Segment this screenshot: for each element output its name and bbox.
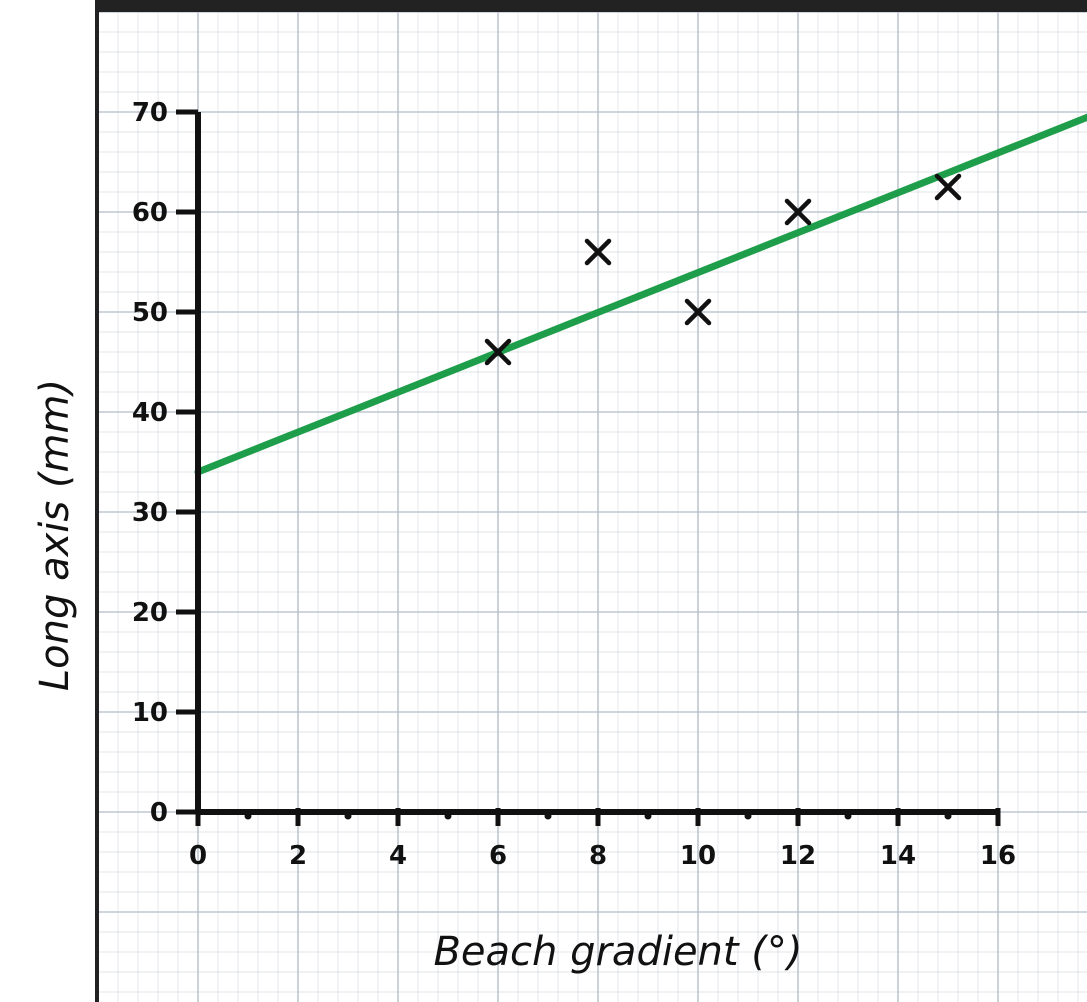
data-points [484,173,962,366]
x-minor-tick [844,812,852,820]
trendline [194,113,1087,476]
x-minor-tick [944,812,952,820]
y-tick-label: 0 [150,798,168,828]
data-point-marker [934,173,962,201]
x-tick-label: 16 [980,841,1016,871]
y-tick-label: 10 [132,698,168,728]
x-minor-tick [244,812,252,820]
y-tick-label: 60 [132,198,168,228]
y-tick-label: 40 [132,398,168,428]
x-tick-label: 12 [780,841,816,871]
paper-left-edge [95,0,99,1002]
x-tick-label: 0 [189,841,207,871]
data-point-stroke [784,198,812,226]
y-tick-label: 30 [132,498,168,528]
data-point-marker [784,198,812,226]
x-tick-label: 2 [289,841,307,871]
data-point-marker [684,298,712,326]
data-point-stroke [584,238,612,266]
x-minor-tick [544,812,552,820]
x-tick-label: 14 [880,841,916,871]
data-point-marker [484,338,512,366]
x-minor-tick [744,812,752,820]
x-minor-tick [344,812,352,820]
y-axis-ticks: 0 10 20 30 40 50 60 70 [132,98,198,828]
x-axis-ticks: 0 2 4 6 8 10 12 14 16 [189,808,1016,871]
minor-gridlines [98,12,1087,1002]
data-point-stroke [684,298,712,326]
y-tick-label: 20 [132,598,168,628]
data-point-marker [584,238,612,266]
x-tick-label: 6 [489,841,507,871]
y-tick-label: 50 [132,298,168,328]
paper-top-edge [95,0,1087,12]
y-axis-title: Long axis (mm) [32,379,78,691]
x-minor-tick [444,812,452,820]
x-tick-label: 10 [680,841,716,871]
data-point-stroke [484,338,512,366]
y-tick-label: 70 [132,98,168,128]
x-axis-title: Beach gradient (°) [433,929,802,975]
data-point-stroke [934,173,962,201]
x-tick-label: 8 [589,841,607,871]
x-tick-label: 4 [389,841,407,871]
x-minor-tick [644,812,652,820]
